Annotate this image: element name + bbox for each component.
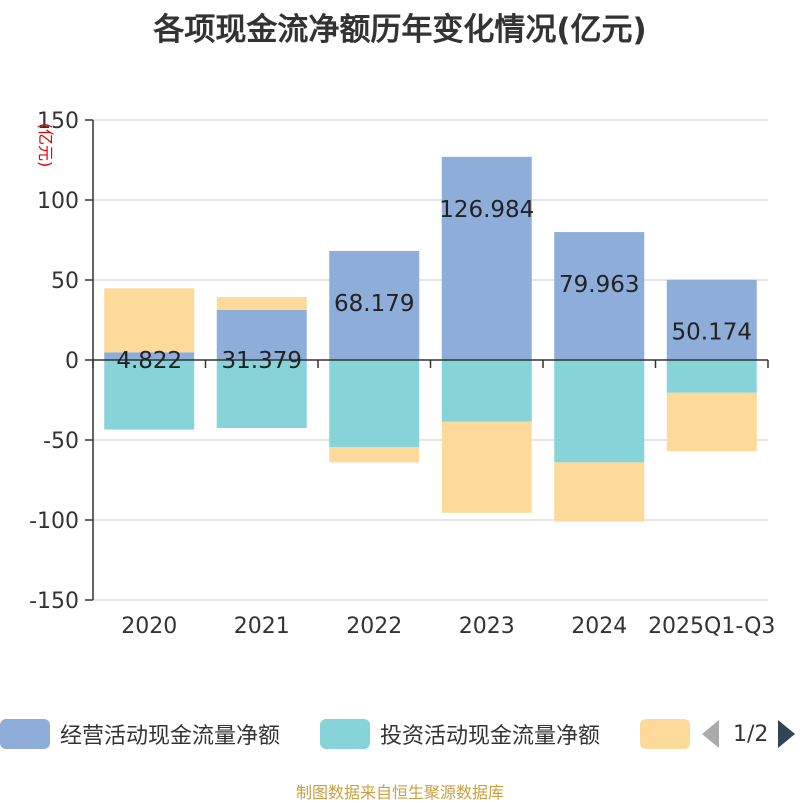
axes: 150 100 50 0 -50 -100 -150 2020 2021 2022 2023 2024… — [29, 109, 775, 639]
y-tick-label: -50 — [43, 429, 79, 454]
legend-item-operating[interactable]: 经营活动现金流量净额 — [0, 718, 280, 750]
y-tick-label: -150 — [29, 589, 79, 614]
data-labels: 4.822 31.379 68.179 126.984 79.963 50.174 — [116, 197, 752, 374]
data-label: 68.179 — [334, 291, 414, 317]
bar-operating — [666, 279, 757, 360]
bar-financing — [104, 288, 195, 353]
bar-financing — [441, 421, 532, 513]
x-tick-label: 2025Q1-Q3 — [648, 614, 775, 639]
bar-investing — [104, 360, 195, 430]
bar-operating — [441, 156, 532, 360]
y-tick-label: 50 — [51, 269, 79, 294]
bar-investing — [554, 360, 645, 463]
bar-investing — [666, 360, 757, 393]
legend-item-investing[interactable]: 投资活动现金流量净额 — [320, 718, 600, 750]
data-label: 79.963 — [559, 272, 639, 298]
bars — [104, 156, 757, 522]
bar-financing — [216, 296, 307, 310]
data-label: 4.822 — [116, 348, 182, 374]
bar-operating — [329, 250, 420, 360]
data-label: 50.174 — [672, 320, 752, 346]
x-tick-label: 2022 — [346, 614, 402, 639]
bar-operating — [216, 309, 307, 360]
data-label: 126.984 — [439, 197, 534, 223]
bar-financing — [666, 392, 757, 452]
bar-investing — [329, 360, 420, 448]
bar-financing — [554, 462, 645, 522]
legend-pager: 1/2 — [700, 718, 800, 750]
source-note: 制图数据来自恒生聚源数据库 — [295, 783, 504, 802]
pager-page-indicator: 1/2 — [733, 721, 769, 747]
legend-item-financing[interactable] — [640, 718, 700, 750]
chart-title: 各项现金流净额历年变化情况(亿元) — [153, 12, 647, 48]
y-tick-label: 0 — [65, 349, 79, 374]
y-tick-label: 100 — [37, 189, 79, 214]
bar-operating — [554, 232, 645, 360]
legend-swatch-operating — [0, 719, 50, 749]
y-axis-label: (亿元) — [36, 123, 55, 168]
pager-prev-icon[interactable] — [702, 720, 719, 748]
legend: 经营活动现金流量净额 投资活动现金流量净额 1/2 — [0, 718, 800, 750]
legend-label-operating: 经营活动现金流量净额 — [60, 724, 281, 749]
data-label: 31.379 — [222, 348, 302, 374]
x-tick-label: 2024 — [571, 614, 627, 639]
bar-operating — [104, 352, 195, 360]
y-tick-label: -100 — [29, 509, 79, 534]
x-tick-label: 2021 — [234, 614, 290, 639]
pager-next-icon[interactable] — [778, 720, 796, 748]
legend-swatch-financing — [640, 719, 690, 749]
bar-investing — [216, 360, 307, 428]
y-tick-label: 150 — [37, 109, 79, 134]
legend-label-investing: 投资活动现金流量净额 — [380, 724, 601, 749]
bar-financing — [329, 447, 420, 463]
x-tick-label: 2023 — [459, 614, 515, 639]
x-tick-label: 2020 — [121, 614, 177, 639]
legend-swatch-investing — [320, 719, 370, 749]
bar-investing — [441, 360, 532, 422]
